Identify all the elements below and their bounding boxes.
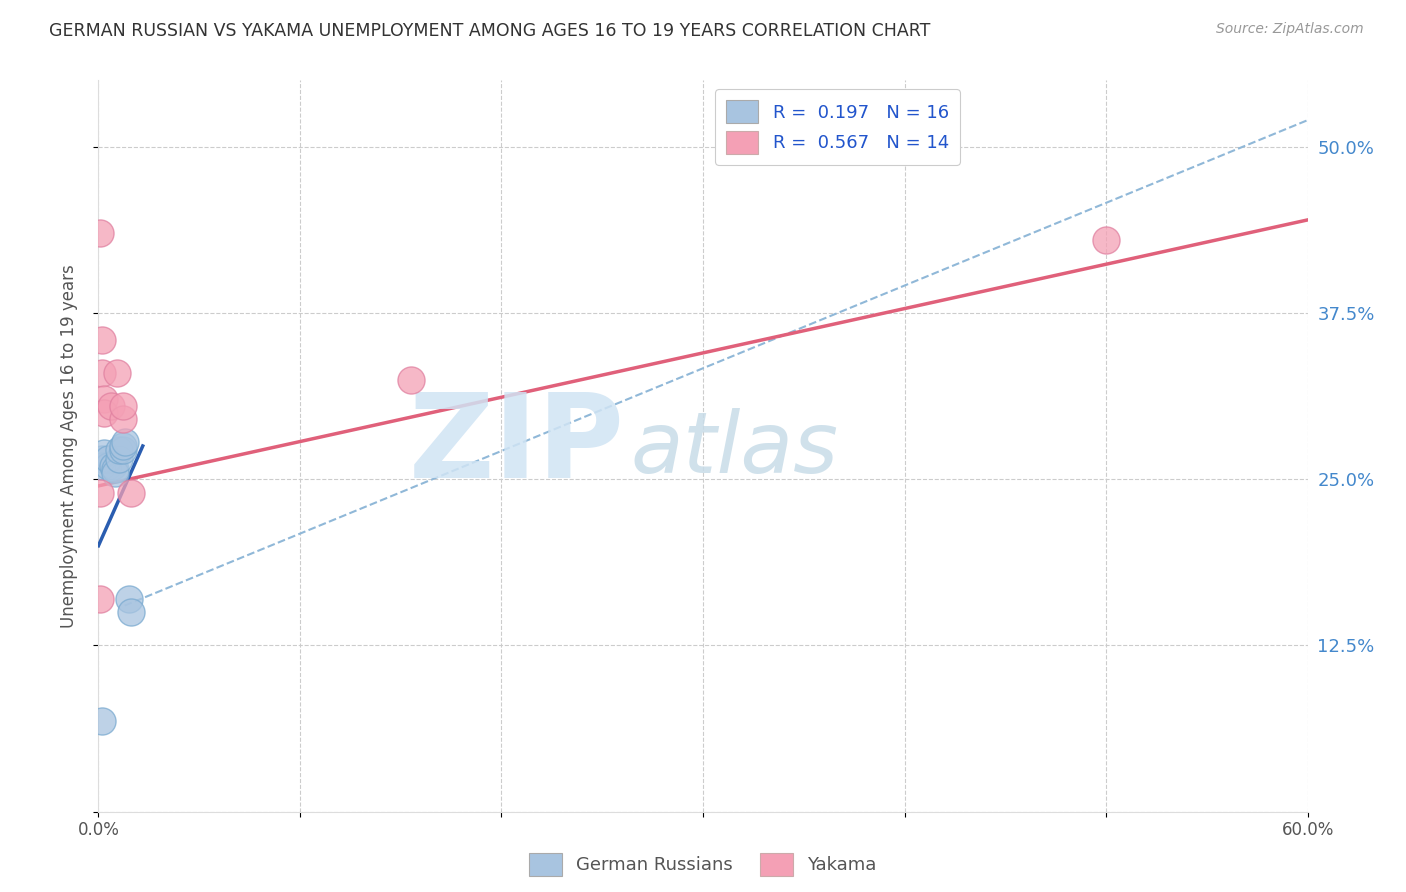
Point xyxy=(101,458,124,473)
Text: Source: ZipAtlas.com: Source: ZipAtlas.com xyxy=(1216,22,1364,37)
Point xyxy=(399,372,422,386)
Point xyxy=(120,605,142,619)
Point xyxy=(103,466,125,480)
Point xyxy=(91,333,114,347)
Point xyxy=(1095,233,1118,247)
Text: GERMAN RUSSIAN VS YAKAMA UNEMPLOYMENT AMONG AGES 16 TO 19 YEARS CORRELATION CHAR: GERMAN RUSSIAN VS YAKAMA UNEMPLOYMENT AM… xyxy=(49,22,931,40)
Point xyxy=(111,439,134,453)
Point xyxy=(114,435,136,450)
Point xyxy=(89,591,111,606)
Point xyxy=(100,399,122,413)
Point xyxy=(93,392,115,407)
Point xyxy=(111,442,134,457)
Point xyxy=(91,366,114,380)
Point xyxy=(107,452,129,467)
Point xyxy=(97,458,120,473)
Point xyxy=(107,442,129,457)
Point xyxy=(93,445,115,459)
Point xyxy=(118,591,141,606)
Point xyxy=(91,452,114,467)
Text: ZIP: ZIP xyxy=(408,389,624,503)
Text: atlas: atlas xyxy=(630,409,838,491)
Point xyxy=(111,399,134,413)
Point xyxy=(105,366,128,380)
Point xyxy=(91,714,114,729)
Point xyxy=(103,461,125,475)
Point xyxy=(97,452,120,467)
Point xyxy=(120,485,142,500)
Point xyxy=(91,458,114,473)
Legend: German Russians, Yakama: German Russians, Yakama xyxy=(522,846,884,883)
Point xyxy=(89,485,111,500)
Point xyxy=(89,226,111,240)
Point xyxy=(93,406,115,420)
Y-axis label: Unemployment Among Ages 16 to 19 years: Unemployment Among Ages 16 to 19 years xyxy=(59,264,77,628)
Point xyxy=(111,412,134,426)
